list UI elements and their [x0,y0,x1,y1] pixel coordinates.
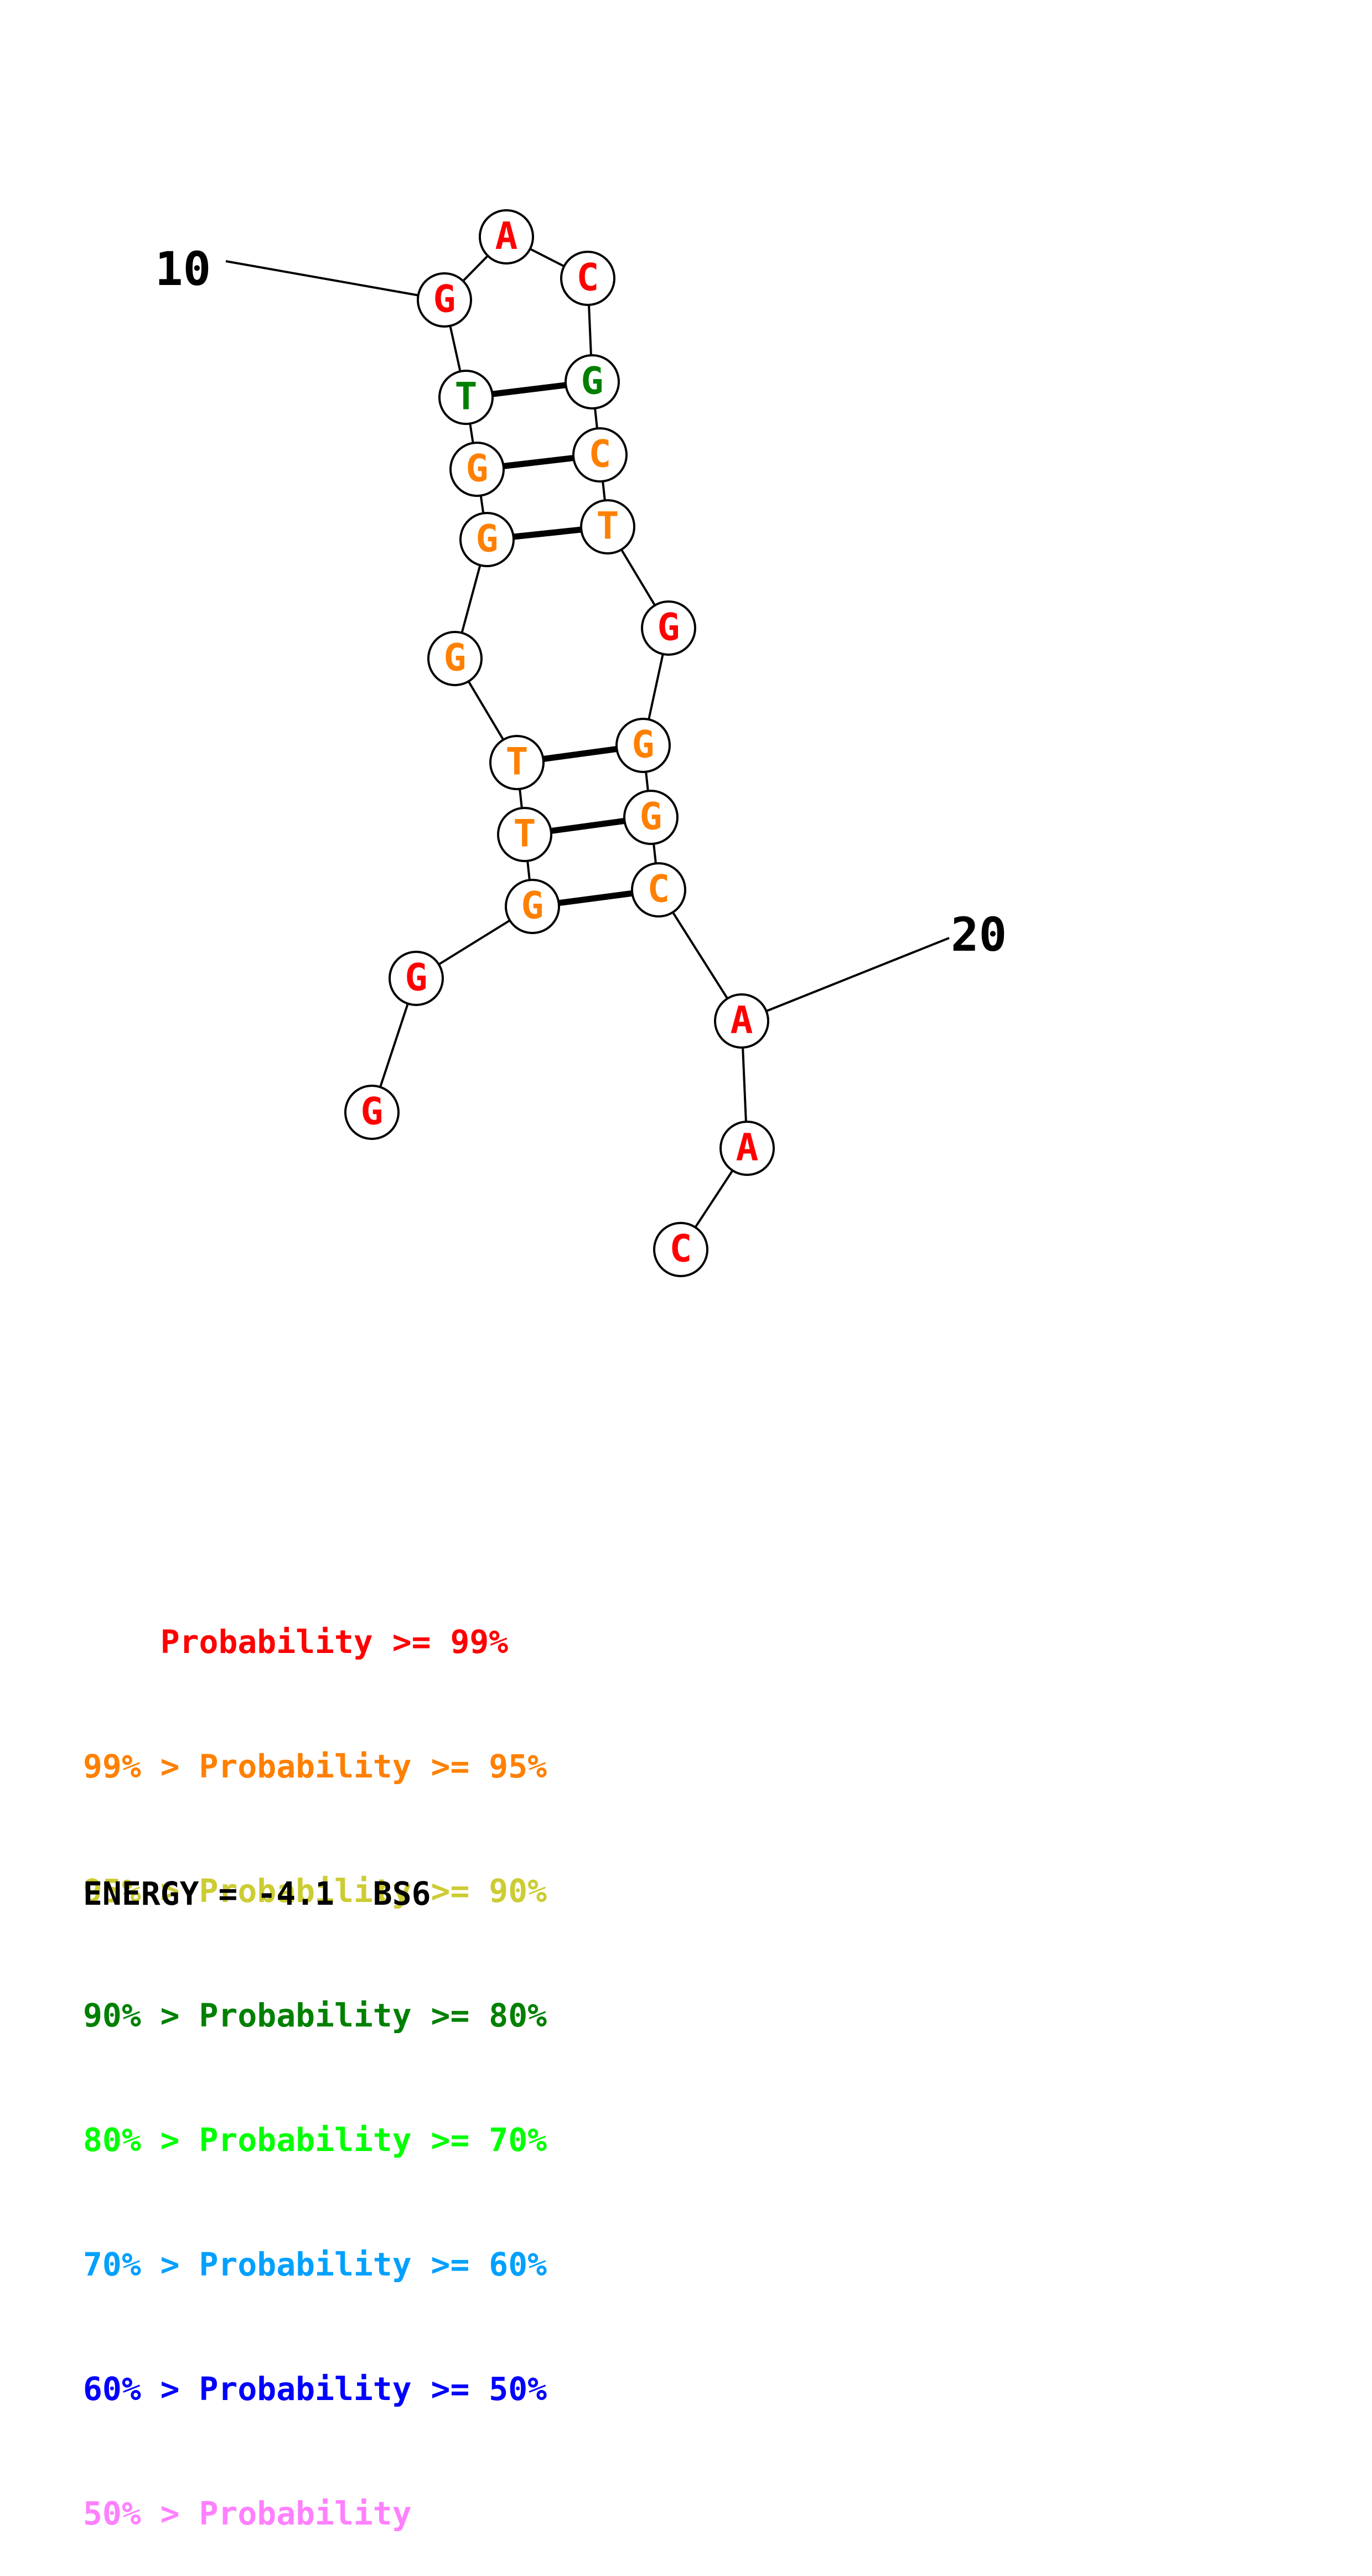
nucleotide: C [653,1222,708,1277]
nucleotide-base: C [589,433,612,476]
nucleotide-circle [505,879,560,934]
legend-row-6: 70% > Probability >= 60% [83,2244,547,2285]
nucleotide-base: G [405,956,428,1000]
legend-prefix: 60% > [83,2370,199,2408]
nucleotide-base: C [670,1227,692,1271]
nucleotide: G [565,354,620,410]
nucleotide: C [560,251,615,306]
nucleotide: A [719,1121,775,1176]
legend-prefix: 95% > [83,1872,199,1910]
nucleotide: C [631,862,686,918]
legend-prefix: 99% > [83,1748,199,1785]
legend-row-5: 80% > Probability >= 70% [83,2119,547,2161]
legend-prefix: 90% > [83,1997,199,2034]
nucleotide-base: G [433,278,456,322]
nucleotide-circle [438,370,494,425]
nucleotide-circle [479,209,534,265]
probability-legend: Probability >= 99% 99% > Probability >= … [83,1538,547,2576]
nucleotide-circle [653,1222,708,1277]
nucleotide-base: T [597,505,619,548]
nucleotide: A [714,993,769,1049]
nucleotide-circle [572,427,628,483]
nucleotide-base: C [648,868,670,911]
nucleotide: G [417,272,472,328]
nucleotide: T [438,370,494,425]
nucleotide: T [580,499,635,554]
nucleotide-circle [631,862,686,918]
legend-label: Probability [199,2495,412,2532]
nucleotide-base: G [521,884,544,928]
nucleotide-base: A [731,999,753,1043]
nucleotide-circle [565,354,620,410]
legend-label: Probability >= 70% [199,2121,547,2159]
nucleotide-base: G [476,517,499,561]
legend-row-2: 99% > Probability >= 95% [83,1746,547,1787]
legend-row-4: 90% > Probability >= 80% [83,1995,547,2036]
legend-prefix: 80% > [83,2121,199,2159]
position-label-tick [741,937,950,1022]
nucleotide: G [615,718,671,773]
nucleotide: A [479,209,534,265]
nucleotide: G [505,879,560,934]
nucleotide: G [389,951,444,1006]
nucleotide: G [459,512,515,567]
nucleotide: C [572,427,628,483]
nucleotide-base: G [632,723,655,767]
nucleotide-circle [560,251,615,306]
position-label-layer: 10 20 [155,242,1007,1022]
nucleotide-base: G [581,360,604,403]
legend-prefix: 50% > [83,2495,199,2532]
legend-prefix: 70% > [83,2246,199,2283]
nucleotide-base: G [444,636,467,680]
nucleotide-circle [449,442,505,497]
legend-row-1: Probability >= 99% [83,1621,547,1663]
nucleotide-base: C [577,256,599,300]
nucleotide: G [427,631,483,686]
nucleotide-circle [344,1085,400,1140]
nucleotide-base: A [736,1126,759,1170]
nucleotide-circle [417,272,472,328]
nucleotide-base: G [657,606,680,650]
legend-row-7: 60% > Probability >= 50% [83,2368,547,2410]
nucleotide-circle [427,631,483,686]
nucleotide-circle [580,499,635,554]
nucleotide-circle [641,600,696,656]
nucleotide-base: G [640,795,662,839]
nucleotide-circle [489,735,545,790]
nucleotide: T [489,735,545,790]
nucleotide: G [449,442,505,497]
nucleotide-circle [459,512,515,567]
nucleotide-base: G [361,1090,384,1134]
nucleotide-base: T [514,812,536,856]
nucleotide-circle [714,993,769,1049]
nucleotide-base: T [455,375,478,419]
position-label: 20 [951,908,1007,962]
legend-label: Probability >= 50% [199,2370,547,2408]
nucleotide: G [344,1085,400,1140]
nucleotide-circle [389,951,444,1006]
legend-label: Probability >= 60% [199,2246,547,2283]
nucleotide: G [623,790,679,845]
nucleotide: T [497,807,552,862]
nucleotide-base: A [495,215,518,258]
legend-label: Probability >= 90% [199,1872,547,1910]
nucleotide-circle [615,718,671,773]
nucleotide-base: G [466,447,489,491]
position-label: 10 [155,242,211,296]
legend-label: Probability >= 80% [199,1997,547,2034]
legend-row-8: 50% > Probability [83,2493,547,2534]
nucleotide: G [641,600,696,656]
position-label-tick [225,260,445,301]
nucleotide-circle [719,1121,775,1176]
nucleotide-base: T [506,740,529,784]
legend-row-3: 95% > Probability >= 90% [83,1870,547,1912]
legend-label: Probability >= 95% [199,1748,547,1785]
legend-prefix [83,1623,161,1661]
legend-label: Probability >= 99% [160,1623,509,1661]
energy-label: ENERGY = -4.1 BS6 [83,1875,431,1912]
nucleotide-circle [623,790,679,845]
nucleotide-circle [497,807,552,862]
